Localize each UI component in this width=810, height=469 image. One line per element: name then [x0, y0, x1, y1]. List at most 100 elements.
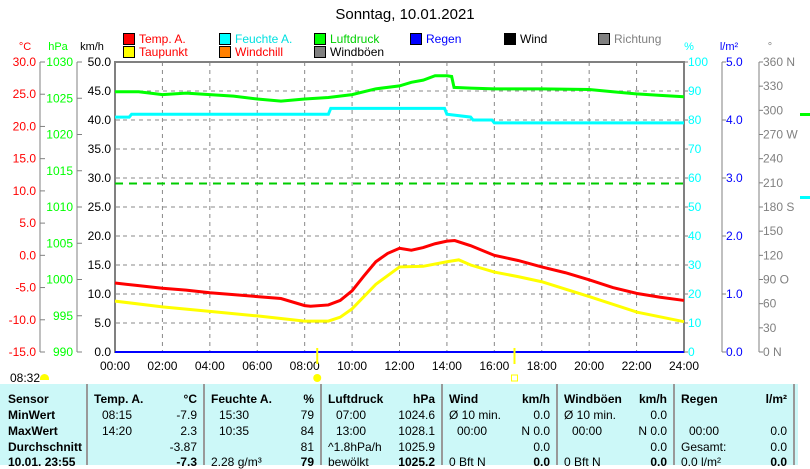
axis-tick-label: 0.0: [19, 248, 36, 262]
table-cell: 0 Bft N: [564, 455, 601, 469]
column-header: Regen: [681, 392, 718, 406]
table-column: [88, 384, 205, 465]
axis-tick-label: 100: [688, 55, 708, 69]
table-value: 84: [300, 424, 314, 438]
axis-tick-label: 1005: [46, 236, 73, 250]
table-column: [322, 384, 443, 465]
legend-swatch: [219, 33, 231, 45]
x-tick-label: 06:00: [242, 359, 272, 373]
table-value: N 0.0: [638, 424, 667, 438]
legend-label: Luftdruck: [330, 32, 380, 46]
table-column: [0, 384, 88, 465]
table-value: 79: [300, 408, 314, 422]
legend-label: Taupunkt: [139, 45, 188, 59]
table-value: -7.3: [176, 455, 197, 469]
axis-tick-label: 1020: [46, 128, 73, 142]
axis-unit-label: hPa: [48, 41, 68, 53]
table-value: 81: [300, 440, 314, 454]
legend-swatch: [504, 33, 516, 45]
column-unit: hPa: [412, 392, 435, 406]
axis-tick-label: 60: [763, 297, 777, 311]
axis-tick-label: 20.0: [13, 119, 37, 133]
axis-tick-label: -10.0: [9, 313, 37, 327]
series-line: [114, 258, 685, 324]
legend-item: Temp. A.: [123, 32, 186, 46]
row-label: 10.01. 23:55: [8, 455, 76, 469]
table-cell: 00:00: [572, 424, 603, 438]
x-tick-label: 08:00: [290, 359, 320, 373]
x-tick-label: 14:00: [432, 359, 462, 373]
axis-tick-label: 0.0: [726, 345, 743, 359]
axis-tick-label: 30: [688, 258, 702, 272]
table-cell: 14:20: [102, 424, 133, 438]
table-cell: Ø 10 min.: [564, 408, 617, 422]
legend-item: Richtung: [598, 32, 661, 46]
axis-unit-label: l/m²: [720, 41, 739, 53]
column-unit: %: [303, 392, 314, 406]
axis-tick-label: 120: [763, 248, 783, 262]
legend-item: Wind: [504, 32, 547, 46]
pressure-current-marker: [800, 113, 810, 116]
moon-icon: [510, 374, 518, 382]
axis-tick-label: 10.0: [88, 287, 112, 301]
legend-label: Temp. A.: [139, 32, 186, 46]
axis-tick-label: 2.0: [726, 229, 743, 243]
axis-tick-label: 5.0: [726, 55, 743, 69]
axis-tick-label: 20.0: [88, 229, 112, 243]
x-tick-label: 00:00: [100, 359, 130, 373]
x-tick-label: 10:00: [337, 359, 367, 373]
legend-swatch: [314, 46, 326, 58]
legend-item: Luftdruck: [314, 32, 379, 46]
x-tick-label: 20:00: [574, 359, 604, 373]
column-unit: l/m²: [765, 392, 787, 406]
legend-swatch: [598, 33, 610, 45]
x-tick-label: 02:00: [147, 359, 177, 373]
axis-tick-label: 0.0: [94, 345, 111, 359]
table-cell: 08:15: [102, 408, 133, 422]
legend-label: Windböen: [330, 45, 385, 59]
axis-tick-label: 1015: [46, 164, 73, 178]
column-unit: km/h: [638, 392, 667, 406]
sun-icon: [313, 374, 322, 382]
axis-tick-label: 45.0: [88, 84, 112, 98]
weather-chart: 30.0 25.0 20.0 15.0 10.0 5.0 0.0 -5.0 -10.0 -15.0…: [9, 41, 810, 382]
table-value: 0.0: [650, 440, 667, 454]
axis-tick-label: -5.0: [15, 281, 36, 295]
table-value: 0.0: [533, 455, 550, 469]
legend-item: Feuchte A.: [219, 32, 292, 46]
column-header: Luftdruck: [328, 392, 384, 406]
table-cell: 10:35: [219, 424, 250, 438]
axis-tick-label: 90: [688, 84, 702, 98]
axis-tick-label: 10: [688, 316, 702, 330]
table-cell: 0.0 l/m²: [681, 455, 722, 469]
table-cell: ^1.8hPa/h: [328, 440, 382, 454]
legend-item: Regen: [410, 32, 461, 46]
table-cell: 00:00: [689, 424, 720, 438]
axis-tick-label: 300: [763, 103, 783, 117]
axis-tick-label: 40: [688, 229, 702, 243]
axis-tick-label: 30.0: [13, 55, 37, 69]
legend-label: Regen: [426, 32, 462, 46]
table-value: 0.0: [650, 455, 667, 469]
table-value: 0.0: [770, 424, 787, 438]
table-cell: 13:00: [336, 424, 367, 438]
row-label: MaxWert: [8, 424, 58, 438]
chart-title: Sonntag, 10.01.2021: [335, 6, 475, 23]
series-line: [114, 238, 685, 308]
table-value: -3.87: [169, 440, 197, 454]
axis-tick-label: 10.0: [13, 184, 37, 198]
axis-tick-label: 240: [763, 152, 783, 166]
table-value: 0.0: [650, 408, 667, 422]
axis-tick-label: 15.0: [13, 152, 37, 166]
table-value: 79: [300, 455, 314, 469]
axis-tick-label: 0: [688, 345, 695, 359]
axis-unit-label: °C: [19, 41, 31, 53]
column-header: Temp. A.: [94, 392, 144, 406]
current-time: 08:32: [10, 371, 41, 385]
axis-tick-label: 330: [763, 79, 783, 93]
stats-table: Sensor MinWert MaxWert Durchschnitt 10.01. 2…: [0, 384, 798, 469]
axis-tick-label: 5.0: [94, 316, 111, 330]
axis-tick-label: 70: [688, 142, 702, 156]
table-cell: Ø 10 min.: [449, 408, 502, 422]
x-tick-label: 16:00: [479, 359, 509, 373]
